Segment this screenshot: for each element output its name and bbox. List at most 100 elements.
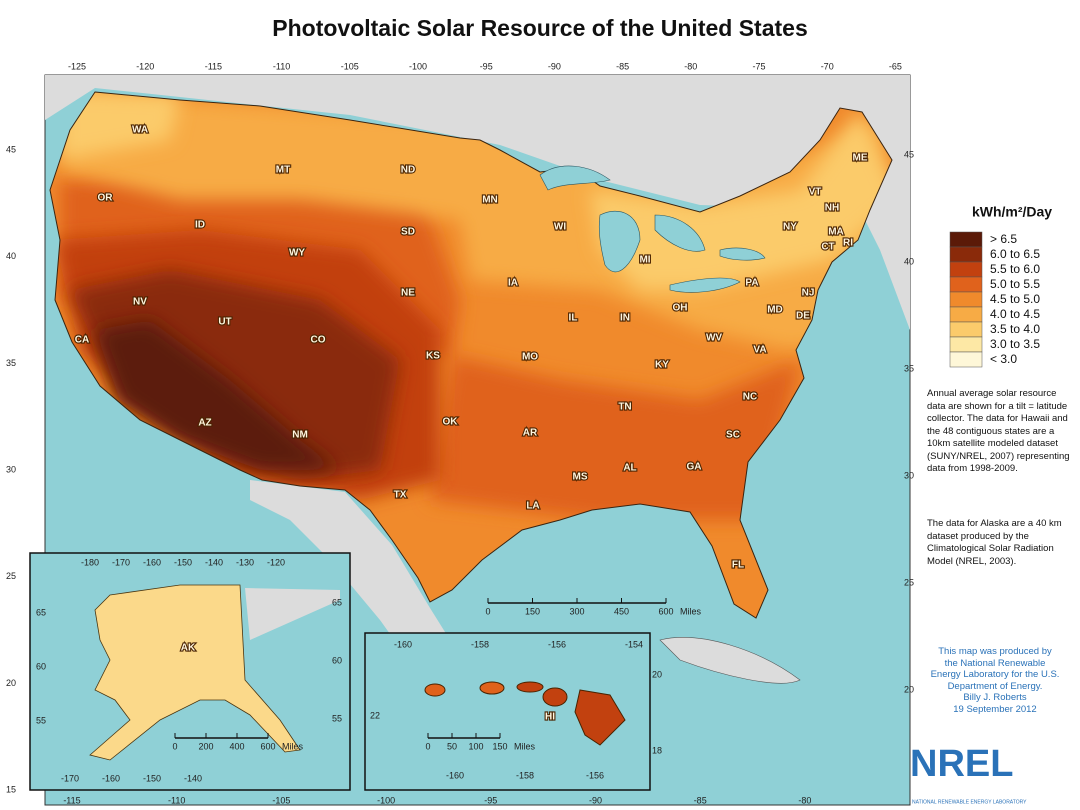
state-label: MN: [482, 195, 498, 206]
grid-label: -156: [586, 770, 604, 780]
grid-label: -170: [112, 557, 130, 567]
state-label: IA: [508, 278, 518, 289]
description: The data for Alaska are a 40 km dataset …: [927, 518, 1062, 567]
canada-inset: [245, 588, 340, 640]
grid-label: -130: [236, 557, 254, 567]
state-label: DE: [796, 311, 810, 322]
title: Photovoltaic Solar Resource of the Unite…: [272, 15, 808, 41]
legend-label: 4.5 to 5.0: [990, 292, 1040, 306]
grid-label: 25: [6, 571, 16, 581]
grid-label: 60: [36, 661, 46, 671]
state-label: NH: [825, 203, 839, 214]
legend-swatch: [949, 306, 983, 323]
state-label: ME: [853, 153, 868, 164]
state-label: UT: [218, 317, 231, 328]
legend-label: 3.5 to 4.0: [990, 322, 1040, 336]
grid-label: -95: [480, 61, 493, 71]
state-label: KY: [655, 360, 669, 371]
grid-label: -65: [889, 61, 902, 71]
legend-label: 4.0 to 4.5: [990, 307, 1040, 321]
state-label: OR: [98, 193, 114, 204]
state-label: FL: [732, 560, 744, 571]
grid-label: -180: [81, 557, 99, 567]
state-label: MO: [522, 352, 538, 363]
legend-title: kWh/m²/Day: [972, 204, 1052, 220]
grid-label: 40: [6, 251, 16, 261]
grid-label: 40: [904, 256, 914, 266]
grid-label: -105: [341, 61, 359, 71]
state-label: WI: [554, 222, 566, 233]
grid-label: 30: [6, 464, 16, 474]
state-label: HI: [545, 712, 555, 723]
scale-unit: Miles: [282, 741, 304, 751]
grid-label: -120: [136, 61, 154, 71]
island: [424, 683, 446, 697]
grid-label: 45: [904, 149, 914, 159]
state-label: CO: [311, 335, 326, 346]
grid-label: -80: [798, 795, 811, 805]
island: [574, 689, 626, 746]
legend-swatch: [949, 321, 983, 338]
grid-label: -160: [102, 773, 120, 783]
grid-label: -115: [205, 61, 222, 71]
grid-label: 35: [904, 363, 914, 373]
state-label: AZ: [198, 418, 211, 429]
state-label: WY: [289, 248, 305, 259]
grid-label: -100: [377, 795, 395, 805]
state-label: MD: [767, 305, 783, 316]
legend-swatch: [949, 261, 983, 278]
grid-label: -158: [471, 639, 489, 649]
grid-label: 18: [652, 745, 662, 755]
legend-swatch: [949, 351, 983, 368]
state-label: TX: [394, 490, 407, 501]
scale-label: 450: [614, 606, 629, 616]
logo-sub: NATIONAL RENEWABLE ENERGY LABORATORY: [912, 799, 1027, 805]
grid-label: -105: [272, 795, 290, 805]
credit-line: 19 September 2012: [953, 703, 1037, 715]
scale-label: 0: [172, 741, 177, 751]
grid-label: 45: [6, 144, 16, 154]
state-label: NM: [292, 430, 308, 441]
alaska-land: [89, 584, 301, 761]
state-label: MI: [639, 255, 650, 266]
state-label: ND: [401, 165, 415, 176]
grid-label: 20: [6, 678, 16, 688]
state-label: AK: [181, 643, 196, 654]
state-label: SC: [726, 430, 740, 441]
grid-label: 65: [332, 597, 342, 607]
legend-label: > 6.5: [990, 232, 1017, 246]
legend-label: 5.0 to 5.5: [990, 277, 1040, 291]
grid-label: 60: [332, 655, 342, 665]
grid-label: -120: [267, 557, 285, 567]
grid-label: 22: [370, 710, 380, 720]
credit-line: Department of Energy.: [947, 680, 1043, 692]
state-label: NV: [133, 297, 147, 308]
grid-label: -80: [684, 61, 697, 71]
state-label: NJ: [802, 288, 815, 299]
scale-label: 400: [229, 741, 244, 751]
grid-label: -160: [394, 639, 412, 649]
legend-swatch: [949, 291, 983, 308]
legend-swatch: [949, 246, 983, 263]
legend-label: 3.0 to 3.5: [990, 337, 1040, 351]
grid-label: -95: [484, 795, 497, 805]
credit-line: the National Renewable: [944, 657, 1046, 669]
grid-label: -90: [589, 795, 602, 805]
description: Annual average solar resource data are s…: [927, 388, 1070, 474]
legend-label: 5.5 to 6.0: [990, 262, 1040, 276]
state-label: VA: [753, 345, 766, 356]
scale-label: 300: [569, 606, 584, 616]
grid-label: 20: [904, 684, 914, 694]
state-label: CA: [75, 335, 89, 346]
state-label: MS: [573, 472, 588, 483]
grid-label: 15: [6, 785, 16, 795]
island: [542, 687, 568, 707]
state-label: IL: [569, 313, 578, 324]
grid-label: -115: [63, 795, 80, 805]
grid-label: 55: [332, 713, 342, 723]
state-label: AL: [623, 463, 636, 474]
grid-label: -140: [184, 773, 202, 783]
grid-label: -110: [273, 61, 290, 71]
